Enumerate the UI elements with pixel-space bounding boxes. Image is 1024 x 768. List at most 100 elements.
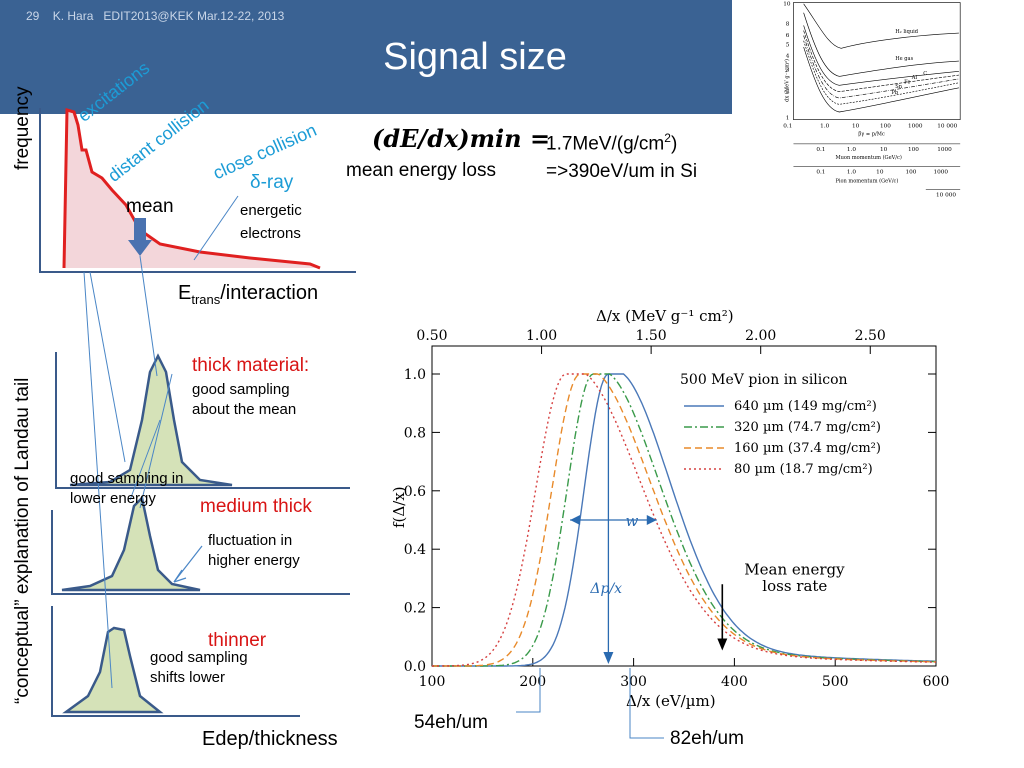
event-name: EDIT2013@KEK Mar.12-22, 2013	[103, 9, 285, 23]
mean-arrowhead	[717, 638, 728, 651]
y-tick-label: 1.0	[404, 367, 426, 383]
bethe-ytick-2: 6	[786, 33, 790, 39]
mean-label-line2: loss rate	[762, 577, 827, 595]
y-tick-label: 0.0	[404, 659, 426, 675]
bethe-ytick-3: 5	[786, 42, 790, 48]
dedx-silicon-value: =>390eV/um in Si	[546, 161, 698, 182]
axis2-tick-3: 100	[908, 147, 919, 153]
curve-label-al: Al	[911, 75, 918, 81]
width-label: w	[626, 512, 639, 530]
bethe-ytick-6: 2	[786, 88, 790, 94]
curve-label-pb: Pb	[891, 90, 898, 96]
bethe-ytick-1: 8	[786, 21, 790, 27]
thick-material-title: thick material:	[192, 355, 310, 376]
axis1-tick-4: 1000	[908, 123, 923, 129]
author: K. Hara	[52, 9, 94, 23]
curve-label-c: C	[923, 71, 927, 77]
x-tick-label: 300	[620, 674, 647, 690]
label-82eh: 82eh/um	[670, 728, 744, 749]
bethe-ytick-5: 3	[786, 67, 790, 73]
axis3-tick-1: 1.0	[847, 170, 856, 176]
axis2-tick-1: 1.0	[847, 147, 856, 153]
curve-label-sn: Sn	[895, 84, 902, 90]
page-number: 29	[26, 9, 40, 23]
x-tick-label: 600	[923, 674, 950, 690]
axis4-tick: 10 000	[936, 193, 956, 199]
legend-entry-1: 320 µm (74.7 mg/cm²)	[734, 420, 881, 435]
bethe-ytick-0: 10	[783, 2, 791, 8]
top-tick-label: 2.50	[855, 328, 886, 344]
mean-label: mean	[126, 196, 174, 217]
curve-label-he: He gas	[895, 56, 913, 62]
mean-energy-loss-caption: mean energy loss	[346, 160, 496, 181]
bethe-figure: 10 8 6 5 4 3 2 1 dx (MeV g⁻¹cm²) H₂ liqu…	[783, 2, 961, 199]
x-tick-label: 100	[419, 674, 446, 690]
lower-energy-desc-1: good sampling in	[70, 470, 184, 487]
shift-desc-2: shifts lower	[150, 669, 226, 686]
dedx-value-prefix: 1.7MeV/(g/cm	[546, 133, 665, 155]
fluctuation-desc-1: fluctuation in	[208, 532, 293, 549]
slide-header	[0, 0, 732, 114]
thick-desc-1: good sampling	[192, 381, 290, 398]
axis3-label: Pion momentum (GeV/c)	[835, 178, 898, 185]
axis1-tick-3: 100	[880, 123, 891, 129]
x-tick-label: 200	[519, 674, 546, 690]
legend-entry-2: 160 µm (37.4 mg/cm²)	[734, 441, 881, 456]
top-tick-label: 1.00	[526, 328, 557, 344]
axis1-label: βγ = p/Mc	[858, 132, 885, 138]
slide-meta: 29 K. Hara EDIT2013@KEK Mar.12-22, 2013	[26, 9, 284, 23]
axis2-tick-4: 1000	[937, 147, 952, 153]
medium-thick-title: medium thick	[200, 496, 312, 517]
width-arrow-left	[570, 515, 581, 525]
thinner-title: thinner	[208, 630, 267, 651]
delta-ray-label: δ-ray	[250, 172, 294, 193]
plot-frame	[431, 345, 937, 667]
axis1-tick-0: 0.1	[783, 123, 792, 129]
bethe-ytick-7: 1	[786, 116, 790, 122]
electrons-label: electrons	[240, 225, 301, 242]
axis2-tick-0: 0.1	[816, 147, 825, 153]
mean-label-line1: Mean energy	[744, 561, 845, 579]
thick-desc-2: about the mean	[192, 401, 297, 418]
etrans-sub: trans	[191, 292, 221, 307]
axis1-tick-1: 1.0	[820, 123, 829, 129]
y-axis-label: f(Δ/x)	[390, 486, 408, 528]
series-curve-2	[432, 373, 936, 667]
axis3-tick-2: 10	[876, 170, 884, 176]
chart-background	[384, 312, 958, 716]
axis3-tick-3: 100	[905, 170, 916, 176]
width-arrow-right	[646, 515, 657, 525]
curve-label-h2: H₂ liquid	[895, 29, 918, 35]
bethe-ylabel: dx (MeV g⁻¹cm²)	[783, 59, 790, 102]
axis2-tick-2: 10	[880, 147, 888, 153]
dedx-formula: (dE/dx)min =	[372, 124, 551, 153]
legend-title: 500 MeV pion in silicon	[680, 372, 848, 388]
dedx-value-suffix: )	[670, 133, 678, 155]
y-tick-label: 0.8	[404, 425, 426, 441]
label-54eh: 54eh/um	[414, 712, 488, 733]
shift-desc-1: good sampling	[150, 649, 248, 666]
top-tick-label: 2.00	[745, 328, 776, 344]
y-tick-label: 0.6	[404, 484, 426, 500]
dedx-value-sup: 2	[664, 131, 671, 145]
dedx-value: 1.7MeV/(g/cm2)	[546, 131, 677, 155]
axis3-tick-4: 1000	[933, 170, 948, 176]
x-tick-label: 400	[721, 674, 748, 690]
top-tick-label: 0.50	[416, 328, 447, 344]
axis2-label: Muon momentum (GeV/c)	[835, 154, 901, 161]
fluctuation-desc-2: higher energy	[208, 552, 300, 569]
bethe-ytick-4: 4	[786, 53, 790, 59]
mode-label: Δp/x	[589, 581, 622, 597]
x-tick-label: 500	[822, 674, 849, 690]
bottom-axis-label: Δ/x (eV/µm)	[626, 692, 716, 710]
y-tick-label: 0.4	[404, 542, 426, 558]
etrans-prefix: E	[178, 282, 192, 304]
axis3-tick-0: 0.1	[816, 170, 825, 176]
energetic-label: energetic	[240, 202, 302, 219]
axis1-tick-5: 10 000	[937, 123, 957, 129]
curve-label-fe: Fe	[904, 79, 910, 85]
lower-energy-desc-2: lower energy	[70, 490, 156, 507]
